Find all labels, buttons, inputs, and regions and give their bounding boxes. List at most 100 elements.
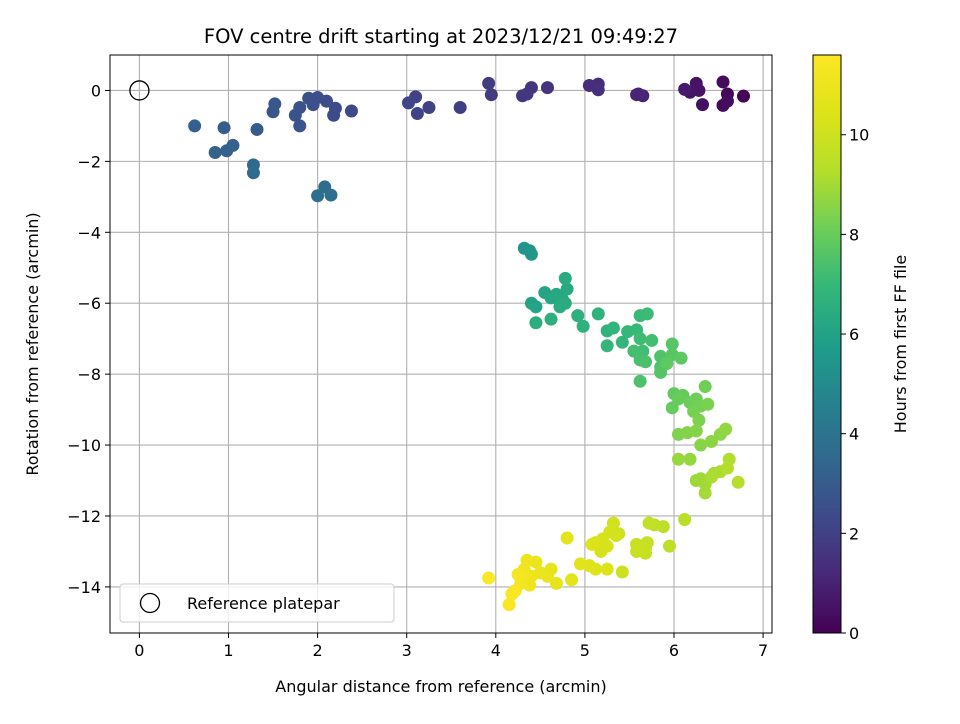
grid [110,55,772,633]
data-point [482,571,496,585]
data-point [453,100,467,114]
legend: Reference platepar [119,583,395,623]
colorbar-label: Hours from first FF file [891,255,910,434]
data-point [704,435,718,449]
data-point [502,598,516,612]
data-points [188,75,750,612]
x-tick-label: 7 [758,641,768,660]
data-point [665,337,679,351]
x-tick-label: 0 [134,641,144,660]
data-point [731,475,745,489]
y-tick-label: −2 [77,152,101,171]
data-point [663,539,677,553]
data-point [293,119,307,133]
data-point [692,413,706,427]
legend-entry-reference: Reference platepar [187,594,340,613]
data-point [600,562,614,576]
y-tick-label: −10 [67,436,101,455]
data-point [736,89,750,103]
data-point [558,296,572,310]
data-point [529,300,543,314]
data-point [674,351,688,365]
y-tick-label: 0 [91,81,101,100]
data-point [208,146,222,160]
data-point [422,100,436,114]
data-point [288,108,302,122]
data-point [720,94,734,108]
data-point [660,357,674,371]
data-point [246,166,260,180]
x-tick-label: 2 [313,641,323,660]
colorbar-tick-label: 2 [849,524,859,543]
data-point [633,332,647,346]
colorbar-tick-label: 4 [849,425,859,444]
data-point [344,104,358,118]
plot-frame [109,54,773,634]
data-point [591,83,605,97]
data-point [573,557,587,571]
data-point [507,585,521,599]
data-point [630,544,644,558]
reference-marker [129,80,150,101]
colorbar-tick-label: 0 [849,624,859,643]
data-point [694,438,708,452]
data-point [631,87,645,101]
y-tick-label: −14 [67,578,101,597]
data-point [560,531,574,545]
data-point [524,247,538,261]
data-point [529,316,543,330]
data-point [638,355,652,369]
data-point [250,122,264,136]
data-point [640,307,654,321]
data-point [683,452,697,466]
data-point [482,76,496,90]
data-point [716,75,730,89]
chart-title: FOV centre drift starting at 2023/12/21 … [204,25,678,48]
y-tick-label: −12 [67,507,101,526]
reference-marker-group [129,80,150,101]
data-point [720,461,734,475]
data-point [565,573,579,587]
data-point [511,567,525,581]
data-point [678,513,692,527]
data-point [410,107,424,121]
data-point [268,97,282,111]
x-axis-ticks: 0 1 2 3 4 5 6 7 [134,633,768,660]
x-tick-label: 5 [580,641,590,660]
data-point [600,339,614,353]
data-point [544,312,558,326]
legend-box [119,583,395,623]
data-point [560,282,574,296]
data-point [188,119,202,133]
y-tick-label: −4 [77,223,101,242]
x-tick-label: 1 [223,641,233,660]
data-point [576,319,590,333]
data-point [671,392,685,406]
legend-marker [139,592,161,614]
data-point [701,397,715,411]
data-point [698,486,712,500]
colorbar-tick-label: 8 [849,225,859,244]
data-point [327,108,341,122]
y-axis-ticks: −14 −12 −10 −8 −6 −4 −2 0 [67,81,110,597]
x-tick-label: 3 [402,641,412,660]
colorbar-tick-label: 6 [849,325,859,344]
data-point [484,88,498,102]
data-point [698,380,712,394]
data-point [540,81,554,95]
data-point [696,98,710,112]
data-point [671,452,685,466]
data-point [311,189,325,203]
data-point [689,424,703,438]
colorbar-ticks: 0 2 4 6 8 10 [841,126,869,643]
data-point [615,565,629,579]
data-point [591,307,605,321]
data-point [401,96,415,110]
colorbar: 0 2 4 6 8 10 Hours from first FF file [812,54,910,643]
data-point [516,89,530,103]
data-point [678,82,692,96]
data-point [633,374,647,388]
data-point [645,333,659,347]
y-tick-label: −6 [77,294,101,313]
